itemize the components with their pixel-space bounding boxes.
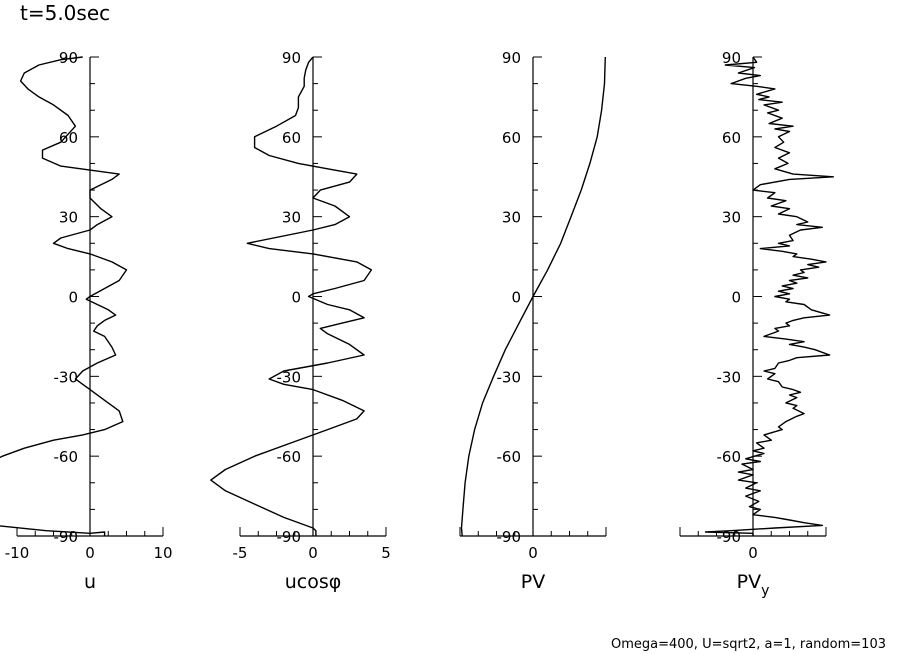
y-tick-label: 60 [722,129,741,147]
y-tick-label: 0 [511,289,521,307]
y-tick-label: -60 [54,448,79,466]
y-tick-label: -90 [277,528,302,546]
y-tick-label: 30 [722,209,741,227]
x-axis-label: PVy [737,571,770,599]
series-line-pv [460,56,606,537]
y-tick-label: 90 [59,49,78,67]
x-tick-label: 0 [748,544,758,562]
x-tick-label: -5 [233,544,248,562]
y-tick-label: 30 [282,209,301,227]
y-tick-label: -60 [277,448,302,466]
y-tick-label: 90 [722,49,741,67]
x-tick-label: 0 [85,544,95,562]
x-axis-label-subscript: y [761,583,769,599]
parameter-footer: Omega=400, U=sqrt2, a=1, random=103 [610,637,886,652]
y-tick-label: 60 [59,129,78,147]
y-tick-label: 0 [731,289,741,307]
x-tick-label: 0 [308,544,318,562]
y-tick-label: -30 [277,368,302,386]
x-axis-label: u [84,571,96,593]
series-line-pvy [704,56,834,536]
y-tick-label: 60 [282,129,301,147]
y-tick-label: 30 [59,209,78,227]
series-line-u [0,56,128,536]
x-tick-label: 10 [153,544,172,562]
y-tick-label: 30 [502,209,521,227]
x-tick-label: 5 [381,544,391,562]
x-axis-label: PV [521,571,545,593]
panel-ucos: -90 -60 -30 0 30 60 90 -5 0 5 ucosφ [210,49,391,593]
panel-pv: -90 -60 -30 0 30 60 90 0 PV [459,49,607,593]
y-tick-label: 90 [282,49,301,67]
y-tick-label: -90 [497,528,522,546]
figure-title: t=5.0sec [20,1,111,25]
y-tick-label: 90 [502,49,521,67]
y-tick-label: -60 [717,448,742,466]
x-axis-label: ucosφ [285,571,342,593]
y-tick-label: -30 [54,368,79,386]
y-tick-label: 60 [502,129,521,147]
y-tick-label: 0 [291,289,301,307]
y-tick-label: -30 [717,368,742,386]
y-tick-label: -60 [497,448,522,466]
x-tick-label: 0 [528,544,538,562]
y-tick-label: -30 [497,368,522,386]
y-tick-label: 0 [68,289,78,307]
series-line-ucos [210,56,373,536]
x-tick-label: -10 [5,544,30,562]
